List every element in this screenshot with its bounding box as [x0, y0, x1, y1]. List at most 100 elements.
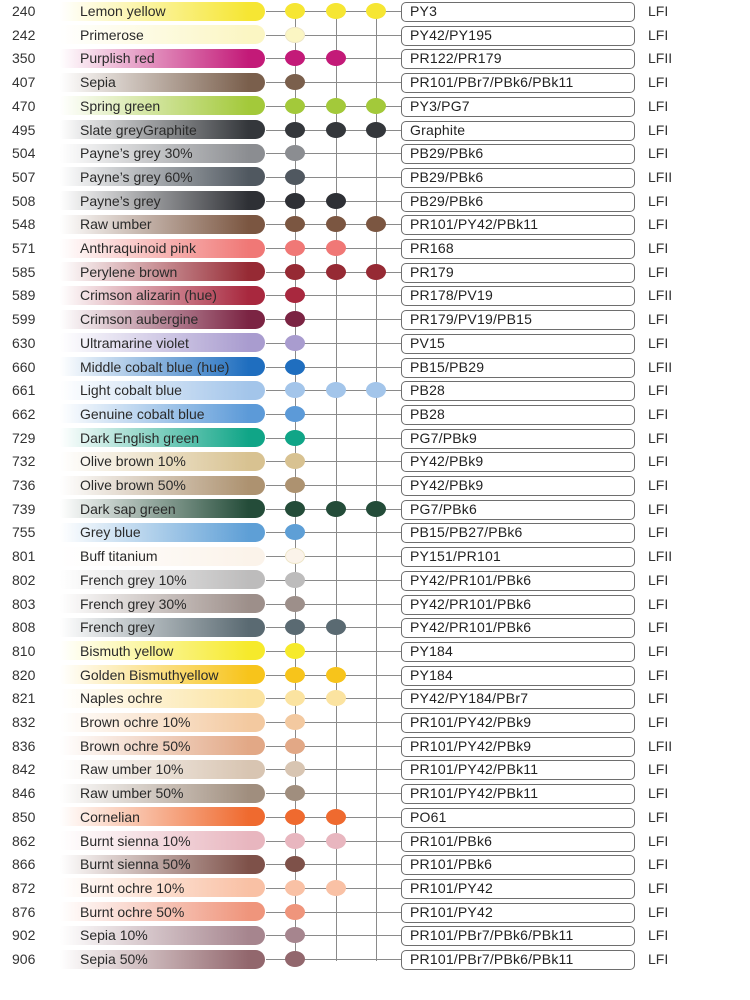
color-row: 599 Crimson aubergine PR179/PV19/PB15 LFI — [0, 308, 750, 332]
row-connector-line — [266, 603, 402, 605]
pigment-codes: PG7/PBk6 — [410, 500, 477, 517]
color-row: 630 Ultramarine violet PV15 LFI — [0, 332, 750, 356]
color-swatch — [60, 214, 265, 234]
color-row: 872 Burnt ochre 10% PR101/PY42 LFI — [0, 877, 750, 901]
color-swatch — [60, 854, 265, 874]
color-dot-1 — [285, 358, 305, 375]
pigment-codes: PY42/PBk9 — [410, 453, 484, 470]
row-connector-line — [266, 82, 402, 84]
color-name: Naples ochre — [80, 690, 163, 707]
color-name: Spring green — [80, 97, 161, 114]
pigment-codes: PR101/PY42/PBk11 — [410, 761, 539, 778]
pigment-box — [401, 25, 635, 46]
color-row: 507 Payne’s grey 60% PB29/PBk6 LFII — [0, 166, 750, 190]
row-connector-line — [266, 34, 402, 36]
row-connector-line — [266, 579, 402, 581]
row-connector-line — [266, 793, 402, 795]
color-row: 821 Naples ochre PY42/PY184/PBr7 LFI — [0, 687, 750, 711]
color-code: 802 — [12, 571, 36, 588]
pigment-box — [401, 49, 635, 70]
pigment-codes: PR101/PY42/PBk9 — [410, 737, 532, 754]
lightfastness: LFI — [648, 3, 669, 19]
color-dot-2 — [326, 619, 346, 636]
lightfastness: LFI — [648, 500, 669, 517]
color-name: Anthraquinoid pink — [80, 240, 196, 256]
row-connector-line — [266, 864, 402, 866]
color-swatch — [60, 736, 265, 756]
pigment-codes: PY42/PY195 — [410, 26, 493, 43]
color-row: 866 Burnt sienna 50% PR101/PBk6 LFI — [0, 853, 750, 877]
color-code: 732 — [12, 453, 36, 470]
color-dot-1 — [285, 216, 305, 233]
pigment-box — [401, 902, 635, 923]
pigment-box — [401, 215, 635, 236]
lightfastness: LFI — [648, 74, 669, 91]
lightfastness: LFII — [648, 358, 673, 375]
column-line-3 — [376, 11, 377, 961]
pigment-codes: PR101/PBk6 — [410, 856, 493, 873]
pigment-codes: PY42/PR101/PBk6 — [410, 619, 532, 636]
color-code: 495 — [12, 121, 36, 138]
pigment-codes: PR178/PV19 — [410, 287, 493, 304]
color-name: French grey 30% — [80, 595, 187, 612]
pigment-box — [401, 144, 635, 165]
row-connector-line — [266, 176, 402, 178]
lightfastness: LFI — [648, 26, 669, 43]
lightfastness: LFI — [648, 429, 669, 446]
color-dot-1 — [285, 240, 305, 256]
lightfastness: LFI — [648, 121, 669, 138]
color-name: Payne’s grey — [80, 192, 161, 209]
row-connector-line — [266, 769, 402, 771]
color-row: 842 Raw umber 10% PR101/PY42/PBk11 LFI — [0, 758, 750, 782]
pigment-codes: PB29/PBk6 — [410, 192, 484, 209]
color-code: 906 — [12, 951, 36, 967]
color-dot-2 — [326, 216, 346, 233]
row-connector-line — [266, 745, 402, 747]
pigment-codes: PB29/PBk6 — [410, 168, 484, 185]
color-code: 803 — [12, 595, 36, 612]
color-code: 350 — [12, 50, 36, 67]
color-dot-1 — [285, 666, 305, 683]
color-name: Sepia — [80, 74, 116, 91]
color-code: 736 — [12, 477, 36, 493]
pigment-codes: PY42/PR101/PBk6 — [410, 571, 532, 588]
color-dot-1 — [285, 287, 305, 304]
color-name: Burnt sienna 10% — [80, 832, 191, 849]
color-name: Brown ochre 50% — [80, 737, 191, 754]
color-swatch — [60, 72, 265, 92]
color-code: 589 — [12, 287, 36, 304]
color-name: Dark sap green — [80, 500, 176, 517]
color-swatch — [60, 546, 265, 566]
color-row: 242 Primerose PY42/PY195 LFI — [0, 24, 750, 48]
color-code: 876 — [12, 903, 36, 920]
pigment-box — [401, 73, 635, 94]
color-swatch — [60, 570, 265, 590]
pigment-codes: PB29/PBk6 — [410, 145, 484, 162]
color-swatch — [60, 902, 265, 922]
color-row: 504 Payne’s grey 30% PB29/PBk6 LFI — [0, 142, 750, 166]
color-dot-1 — [285, 595, 305, 612]
row-connector-line — [266, 153, 402, 155]
color-row: 662 Genuine cobalt blue PB28 LFI — [0, 403, 750, 427]
lightfastness: LFI — [648, 690, 669, 707]
pigment-codes: PV15 — [410, 334, 446, 351]
color-name: Buff titanium — [80, 548, 158, 565]
color-name: Sepia 10% — [80, 927, 148, 944]
color-dot-1 — [285, 311, 305, 328]
color-row: 589 Crimson alizarin (hue) PR178/PV19 LFII — [0, 284, 750, 308]
color-name: Slate greyGraphite — [80, 121, 197, 138]
pigment-box — [401, 760, 635, 781]
pigment-box — [401, 167, 635, 188]
color-name: Brown ochre 10% — [80, 714, 191, 730]
color-name: Bismuth yellow — [80, 642, 174, 659]
row-connector-line — [266, 319, 402, 321]
color-dot-1 — [285, 500, 305, 517]
pigment-box — [401, 239, 635, 259]
color-swatch — [60, 428, 265, 448]
color-swatch — [60, 949, 265, 969]
color-row: 470 Spring green PY3/PG7 LFI — [0, 95, 750, 119]
color-dot-3 — [366, 500, 386, 517]
color-dot-1 — [285, 879, 305, 896]
color-code: 821 — [12, 690, 36, 707]
